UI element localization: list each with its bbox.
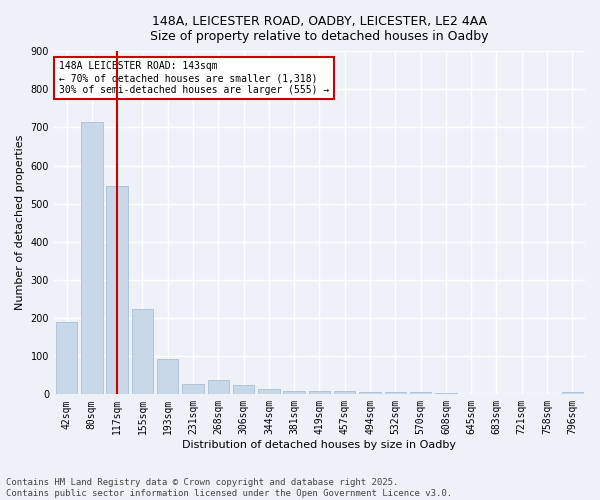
Bar xyxy=(435,393,457,394)
Bar xyxy=(131,308,153,394)
Bar xyxy=(283,390,305,394)
Text: 148A LEICESTER ROAD: 143sqm
← 70% of detached houses are smaller (1,318)
30% of : 148A LEICESTER ROAD: 143sqm ← 70% of det… xyxy=(59,62,329,94)
Bar xyxy=(562,392,583,394)
Bar xyxy=(157,359,178,394)
Bar xyxy=(410,392,431,394)
Title: 148A, LEICESTER ROAD, OADBY, LEICESTER, LE2 4AA
Size of property relative to det: 148A, LEICESTER ROAD, OADBY, LEICESTER, … xyxy=(150,15,489,43)
Text: Contains HM Land Registry data © Crown copyright and database right 2025.
Contai: Contains HM Land Registry data © Crown c… xyxy=(6,478,452,498)
Bar xyxy=(334,390,355,394)
Bar xyxy=(81,122,103,394)
Bar xyxy=(182,384,204,394)
Bar xyxy=(258,390,280,394)
Bar xyxy=(106,186,128,394)
Bar xyxy=(233,385,254,394)
Bar xyxy=(385,392,406,394)
Bar xyxy=(208,380,229,394)
Bar xyxy=(309,390,330,394)
Bar xyxy=(56,322,77,394)
Bar xyxy=(359,392,381,394)
Y-axis label: Number of detached properties: Number of detached properties xyxy=(15,135,25,310)
X-axis label: Distribution of detached houses by size in Oadby: Distribution of detached houses by size … xyxy=(182,440,457,450)
